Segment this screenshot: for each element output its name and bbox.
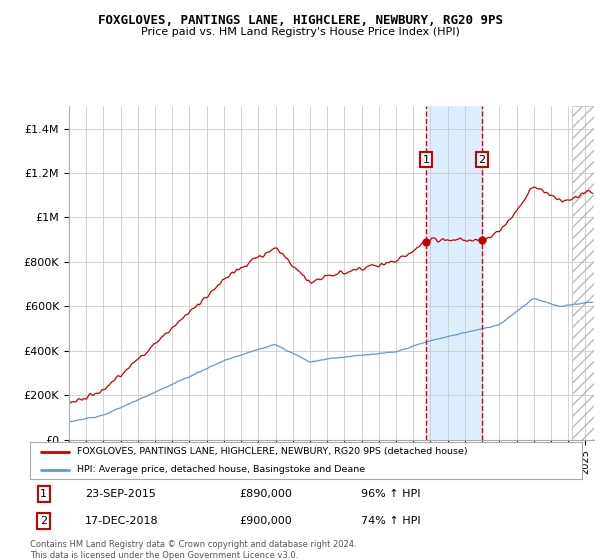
Text: HPI: Average price, detached house, Basingstoke and Deane: HPI: Average price, detached house, Basi…: [77, 465, 365, 474]
Text: 1: 1: [40, 489, 47, 499]
Text: FOXGLOVES, PANTINGS LANE, HIGHCLERE, NEWBURY, RG20 9PS (detached house): FOXGLOVES, PANTINGS LANE, HIGHCLERE, NEW…: [77, 447, 467, 456]
Bar: [426, 106, 482, 440]
Text: Price paid vs. HM Land Registry's House Price Index (HPI): Price paid vs. HM Land Registry's House …: [140, 27, 460, 37]
Text: 2: 2: [40, 516, 47, 526]
Text: Contains HM Land Registry data © Crown copyright and database right 2024.
This d: Contains HM Land Registry data © Crown c…: [30, 540, 356, 560]
Bar: [572, 106, 594, 440]
Text: 96% ↑ HPI: 96% ↑ HPI: [361, 489, 421, 499]
Text: £900,000: £900,000: [240, 516, 293, 526]
Bar: [572, 106, 594, 440]
Text: 74% ↑ HPI: 74% ↑ HPI: [361, 516, 421, 526]
Text: £890,000: £890,000: [240, 489, 293, 499]
Text: 17-DEC-2018: 17-DEC-2018: [85, 516, 159, 526]
Text: 23-SEP-2015: 23-SEP-2015: [85, 489, 156, 499]
Text: 1: 1: [422, 155, 430, 165]
Text: 2: 2: [479, 155, 485, 165]
Text: FOXGLOVES, PANTINGS LANE, HIGHCLERE, NEWBURY, RG20 9PS: FOXGLOVES, PANTINGS LANE, HIGHCLERE, NEW…: [97, 14, 503, 27]
